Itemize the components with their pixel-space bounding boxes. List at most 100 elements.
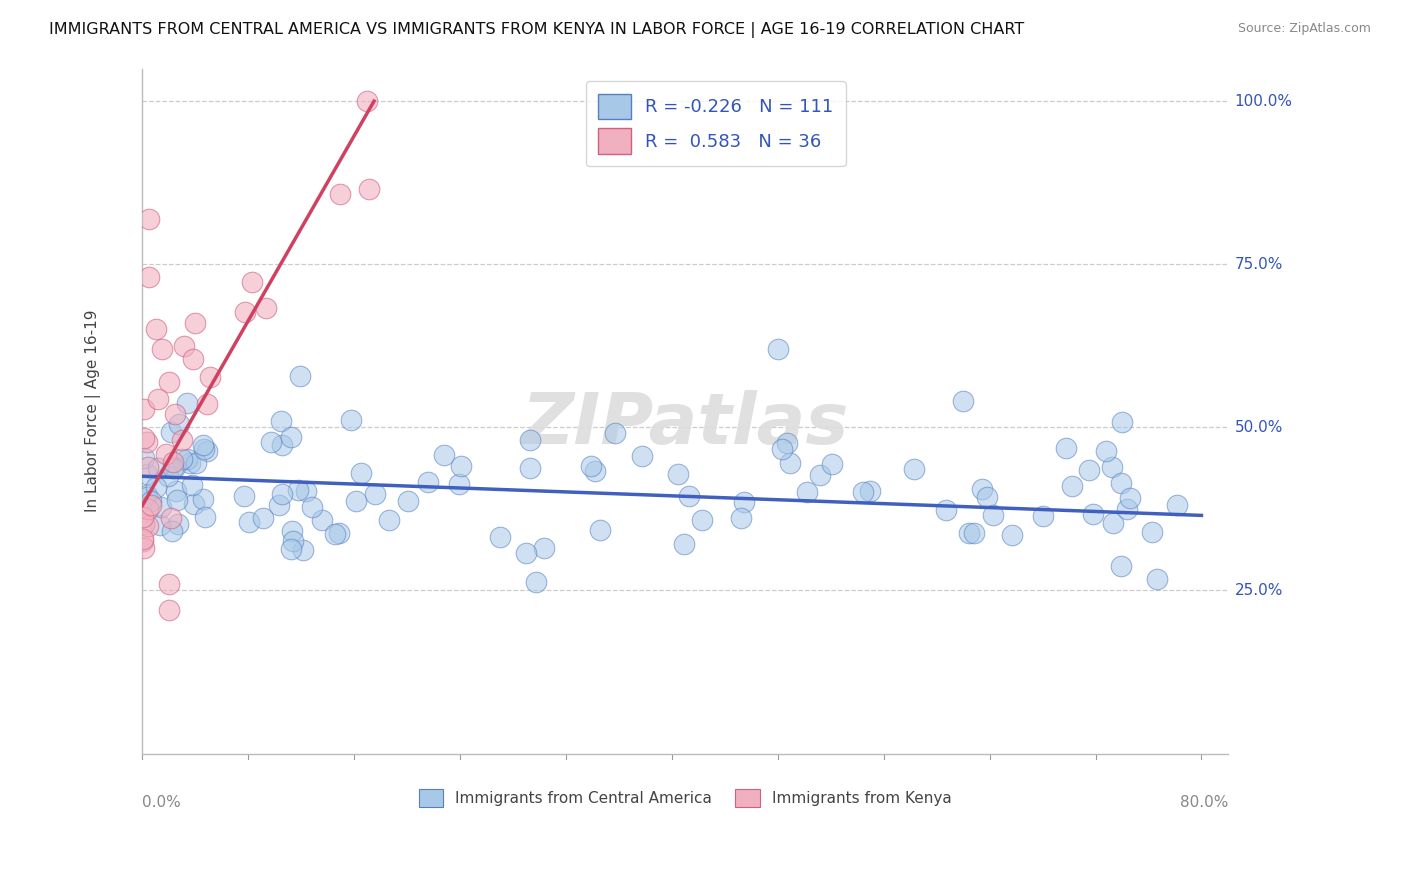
Point [155, 447, 177, 461]
Point [666, 467, 689, 482]
Point [524, 575, 547, 590]
Point [183, 497, 205, 511]
Text: Source: ZipAtlas.com: Source: ZipAtlas.com [1237, 22, 1371, 36]
Point [356, 94, 378, 108]
Point [859, 483, 882, 498]
Point [138, 211, 160, 226]
Point [329, 187, 352, 202]
Point [766, 342, 789, 356]
Point [519, 461, 541, 475]
Point [1083, 507, 1105, 521]
Point [132, 533, 155, 547]
Point [149, 517, 172, 532]
Point [181, 351, 204, 366]
Text: In Labor Force | Age 16-19: In Labor Force | Age 16-19 [86, 310, 101, 512]
Point [515, 546, 537, 560]
Point [340, 413, 363, 427]
Text: 80.0%: 80.0% [1180, 795, 1227, 810]
Point [162, 461, 184, 475]
Point [184, 456, 207, 470]
Point [271, 487, 294, 501]
Point [179, 456, 201, 470]
Point [267, 498, 290, 512]
Point [779, 456, 801, 470]
Point [134, 517, 156, 532]
Point [730, 510, 752, 524]
Point [271, 438, 294, 452]
Point [301, 500, 323, 515]
Text: 100.0%: 100.0% [1234, 94, 1292, 109]
Point [139, 498, 162, 512]
Point [170, 434, 193, 448]
Point [148, 392, 170, 406]
Point [1146, 572, 1168, 586]
Point [1166, 498, 1188, 512]
Point [132, 450, 155, 465]
Point [1111, 415, 1133, 429]
Point [238, 515, 260, 529]
Point [631, 450, 654, 464]
Point [350, 466, 373, 480]
Point [157, 375, 180, 389]
Point [605, 426, 627, 441]
Point [364, 487, 387, 501]
Point [132, 432, 155, 446]
Point [287, 483, 309, 497]
Point [589, 524, 612, 538]
Point [141, 493, 163, 508]
Point [1031, 509, 1053, 524]
Point [396, 493, 419, 508]
Point [146, 461, 169, 475]
Point [1140, 524, 1163, 539]
Point [772, 442, 794, 457]
Point [150, 342, 173, 356]
Point [184, 316, 207, 330]
Point [157, 577, 180, 591]
Point [533, 541, 555, 556]
Point [1095, 443, 1118, 458]
Point [450, 459, 472, 474]
Point [165, 407, 187, 421]
Point [433, 448, 456, 462]
Point [311, 512, 333, 526]
Point [821, 458, 844, 472]
Point [173, 339, 195, 353]
Point [138, 460, 160, 475]
Point [418, 475, 440, 489]
Point [976, 491, 998, 505]
Text: ZIPatlas: ZIPatlas [522, 390, 849, 459]
Point [156, 468, 179, 483]
Point [136, 519, 159, 533]
Point [254, 301, 277, 315]
Point [240, 276, 263, 290]
Point [270, 415, 292, 429]
Point [295, 483, 318, 498]
Legend: Immigrants from Central America, Immigrants from Kenya: Immigrants from Central America, Immigra… [411, 781, 959, 814]
Text: 50.0%: 50.0% [1234, 420, 1282, 434]
Point [195, 444, 218, 458]
Point [280, 430, 302, 444]
Point [981, 508, 1004, 522]
Point [963, 526, 986, 541]
Point [181, 478, 204, 492]
Point [775, 435, 797, 450]
Point [972, 482, 994, 496]
Point [935, 503, 957, 517]
Point [150, 500, 173, 515]
Point [145, 322, 167, 336]
Point [344, 494, 367, 508]
Point [449, 477, 471, 491]
Point [191, 437, 214, 451]
Point [160, 425, 183, 439]
Point [136, 487, 159, 501]
Point [1116, 502, 1139, 516]
Point [131, 509, 153, 524]
Point [135, 490, 157, 504]
Point [166, 492, 188, 507]
Point [195, 397, 218, 411]
Point [283, 533, 305, 548]
Point [260, 435, 283, 450]
Point [194, 510, 217, 524]
Point [1101, 460, 1123, 475]
Point [193, 442, 215, 456]
